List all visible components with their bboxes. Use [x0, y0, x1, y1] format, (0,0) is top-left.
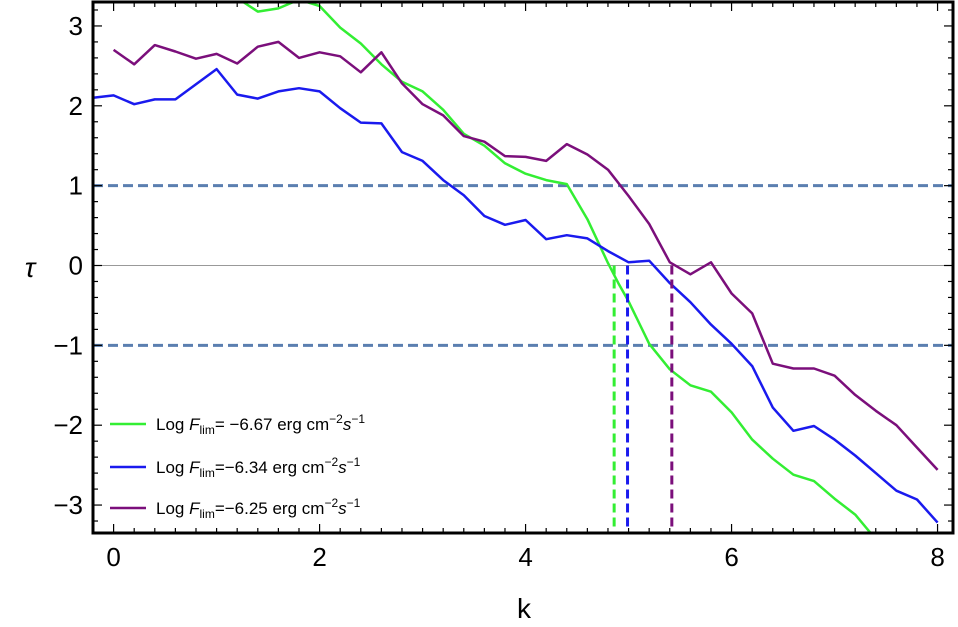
legend-label: Log Flim=−6.25 erg cm−2s−1 — [156, 496, 361, 521]
legend-entry-1: Log Flim=−6.34 erg cm−2s−1 — [110, 455, 361, 480]
y-tick-labels: −3 −2 −1 0 1 2 3 — [53, 11, 83, 520]
drop-lines — [612, 265, 674, 533]
legend-label: Log Flim= −6.67 erg cm−2s−1 — [156, 412, 365, 437]
y-tick-label: −2 — [53, 410, 83, 440]
plot-background — [93, 2, 953, 533]
y-tick-label: −1 — [53, 330, 83, 360]
x-tick-label: 8 — [930, 542, 944, 572]
x-tick-label: 6 — [724, 542, 738, 572]
legend-entry-2: Log Flim=−6.25 erg cm−2s−1 — [110, 496, 361, 521]
x-tick-labels: 0 2 4 6 8 — [106, 542, 944, 572]
y-axis-label: τ — [25, 252, 37, 283]
series-lines — [93, 2, 939, 533]
series-line-2 — [112, 40, 939, 471]
x-tick-label: 0 — [106, 542, 120, 572]
x-tick-label: 4 — [518, 542, 532, 572]
x-axis-label: k — [517, 593, 532, 624]
y-tick-label: 1 — [69, 171, 83, 201]
series-line-0 — [240, 2, 872, 533]
x-tick-label: 2 — [312, 542, 326, 572]
series-line-1 — [93, 67, 939, 524]
y-tick-label: 3 — [69, 11, 83, 41]
legend-entry-0: Log Flim= −6.67 erg cm−2s−1 — [110, 412, 365, 437]
legend: Log Flim= −6.67 erg cm−2s−1 Log Flim=−6.3… — [110, 412, 365, 521]
reference-lines — [93, 184, 953, 347]
legend-label: Log Flim=−6.34 erg cm−2s−1 — [156, 455, 361, 480]
y-tick-label: 2 — [69, 91, 83, 121]
y-tick-label: 0 — [69, 251, 83, 281]
plot-frame — [91, 0, 955, 535]
y-tick-label: −3 — [53, 490, 83, 520]
ticks — [93, 2, 953, 533]
